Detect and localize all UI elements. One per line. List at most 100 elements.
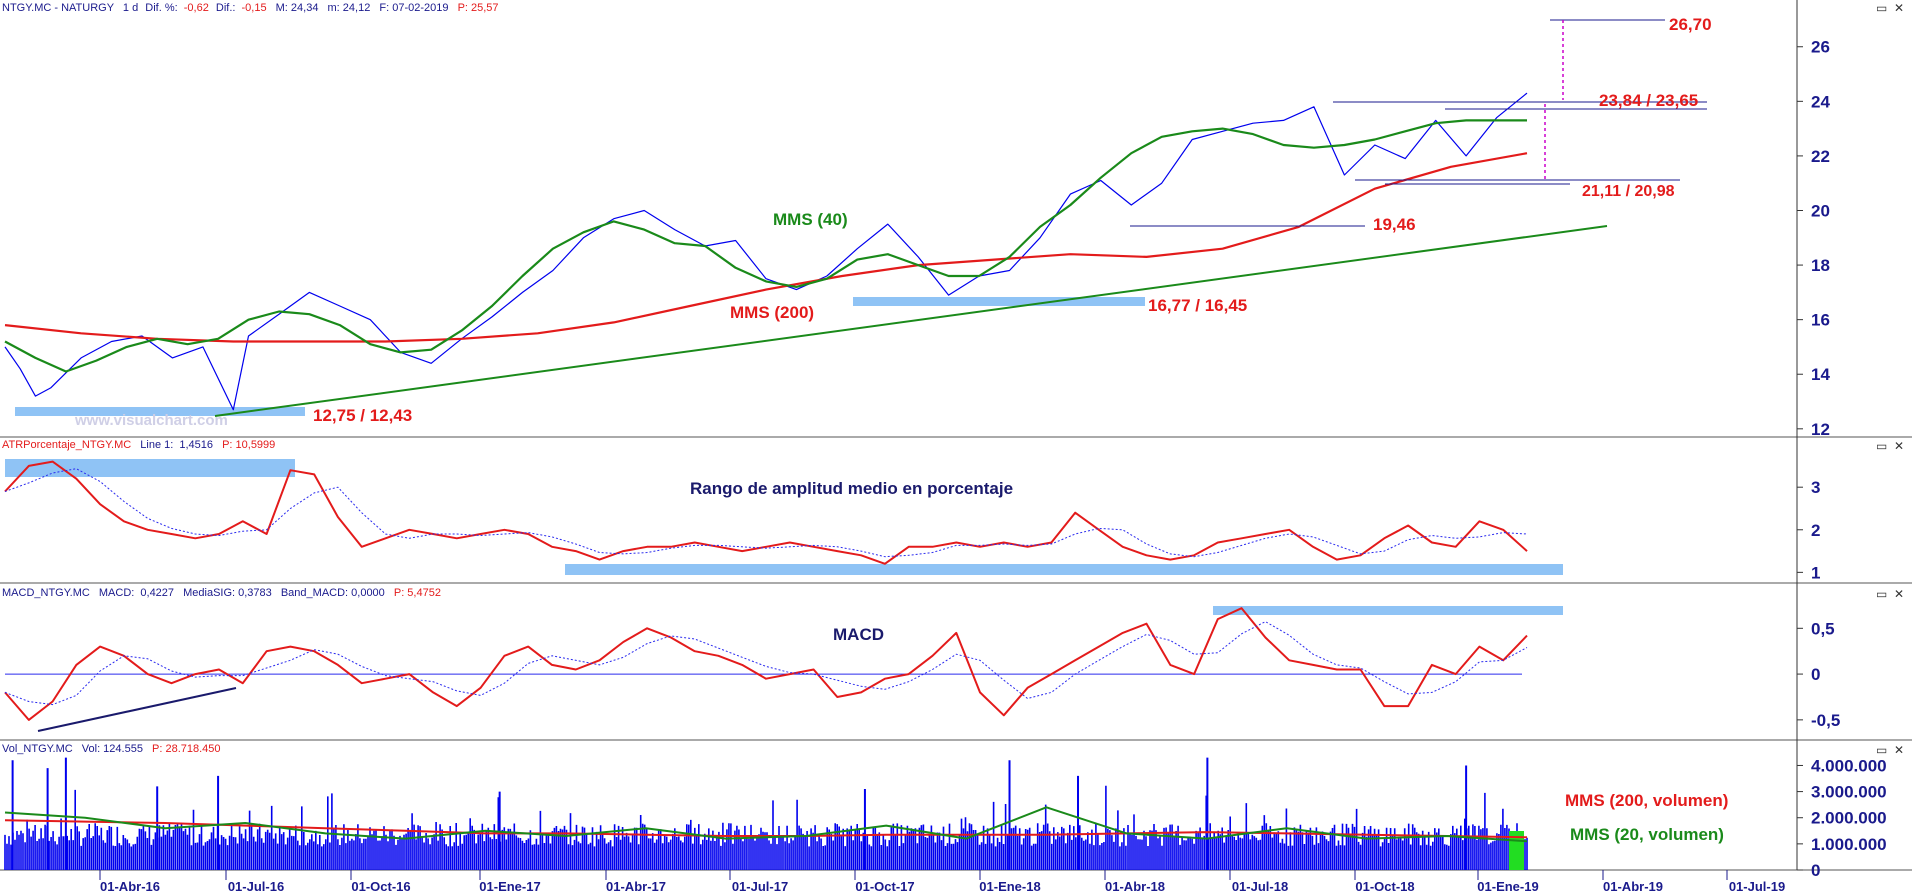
price-panel-header: NTGY.MC - NATURGY 1 d Dif. %: -0,62 Dif.… — [2, 2, 499, 14]
panel-window-buttons: ▭ ✕ ▭ ✕ ▭ ✕ ▭ ✕ — [1876, 1, 1904, 757]
atr-y-tick: 3 — [1811, 478, 1820, 497]
macd-label: MACD: — [99, 587, 134, 599]
macd-p: P: 5,4752 — [394, 587, 441, 599]
price-y-tick: 26 — [1811, 38, 1830, 57]
volume-name: Vol_NTGY.MC — [2, 743, 73, 755]
price-diff-label: Dif.: — [216, 2, 236, 14]
price-symbol: NTGY.MC - NATURGY — [2, 2, 115, 14]
vol-ma200-label: MMS (200, volumen) — [1565, 791, 1728, 810]
atr-y-tick: 1 — [1811, 563, 1820, 582]
atr-p: P: 10,5999 — [222, 439, 275, 451]
atr-title: Rango de amplitud medio en porcentaje — [690, 479, 1013, 498]
support-band — [853, 297, 1145, 306]
price-max: M: 24,34 — [276, 2, 319, 14]
price-p: P: 25,57 — [458, 2, 499, 14]
x-tick-label: 01-Abr-16 — [100, 879, 160, 892]
volume-panel-header: Vol_NTGY.MC Vol: 124.555 P: 28.718.450 — [2, 743, 221, 755]
volume-bar — [4, 785, 1528, 870]
vol-ma20-label: MMS (20, volumen) — [1570, 825, 1724, 844]
close-icon: ✕ — [1894, 439, 1904, 453]
mms40-line — [4, 119, 1527, 373]
long-trendline — [214, 225, 1608, 417]
volume-y-tick: 3.000.000 — [1811, 783, 1887, 802]
x-tick-label: 01-Ene-18 — [979, 879, 1040, 892]
volume-value: Vol: 124.555 — [82, 743, 143, 755]
level-label: 21,11 / 20,98 — [1582, 183, 1675, 200]
price-levels: 26,70 23,84 / 23,65 21,11 / 20,98 19,46 16,7… — [313, 15, 1712, 425]
x-tick-label: 01-Jul-16 — [228, 879, 284, 892]
close-icon: ✕ — [1894, 587, 1904, 601]
macd-line — [4, 607, 1528, 721]
x-tick-label: 01-Ene-17 — [479, 879, 540, 892]
x-tick-label: 01-Jul-18 — [1232, 879, 1288, 892]
price-y-tick: 24 — [1811, 92, 1830, 111]
vol-ma20-line — [4, 806, 1528, 843]
price-y-tick: 20 — [1811, 201, 1830, 220]
level-label: 26,70 — [1669, 15, 1712, 34]
close-icon: ✕ — [1894, 743, 1904, 757]
x-tick-label: 01-Jul-17 — [732, 879, 788, 892]
mms40-label: MMS (40) — [773, 210, 848, 229]
volume-y-axis: 4.000.000 3.000.000 2.000.000 1.000.000 0 — [1797, 756, 1887, 880]
price-trendlines — [214, 225, 1608, 417]
x-tick-label: 01-Oct-18 — [1355, 879, 1414, 892]
atr-panel-header: ATRPorcentaje_NTGY.MC Line 1: 1,4516 P: … — [2, 439, 275, 451]
price-y-tick: 14 — [1811, 365, 1830, 384]
x-tick-label: 01-Oct-17 — [855, 879, 914, 892]
level-label: 23,84 / 23,65 — [1599, 91, 1698, 110]
price-timeframe: 1 d — [123, 2, 138, 14]
price-min: m: 24,12 — [328, 2, 371, 14]
x-tick-label: 01-Oct-16 — [351, 879, 410, 892]
macd-sig: MediaSIG: 0,3783 — [183, 587, 272, 599]
macd-name: MACD_NTGY.MC — [2, 587, 90, 599]
price-diff: -0,15 — [242, 2, 267, 14]
atr-line-value: 1,4516 — [179, 439, 213, 451]
price-header-bar — [0, 0, 1912, 14]
atr-band — [565, 564, 1563, 575]
volume-y-tick: 0 — [1811, 861, 1820, 880]
price-series — [4, 92, 1528, 411]
x-tick-label: 01-Abr-19 — [1603, 879, 1663, 892]
level-label: 12,75 / 12,43 — [313, 406, 412, 425]
x-tick-label: 01-Abr-17 — [606, 879, 666, 892]
volume-ma-series — [4, 806, 1528, 843]
atr-y-axis: 3 2 1 — [1797, 478, 1820, 582]
volume-y-tick: 1.000.000 — [1811, 835, 1887, 854]
price-y-tick: 22 — [1811, 147, 1830, 166]
price-date: F: 07-02-2019 — [379, 2, 448, 14]
level-label: 19,46 — [1373, 215, 1416, 234]
support-band — [15, 407, 305, 416]
close-icon: ✕ — [1894, 1, 1904, 15]
macd-band — [1213, 606, 1563, 615]
macd-y-tick: 0 — [1811, 665, 1820, 684]
price-y-tick: 12 — [1811, 420, 1830, 439]
price-support-bands — [15, 297, 1145, 416]
price-line — [4, 92, 1528, 411]
macd-y-tick: 0,5 — [1811, 619, 1835, 638]
x-tick-label: 01-Abr-18 — [1105, 879, 1165, 892]
atr-bands — [5, 459, 1563, 575]
volume-y-tick: 4.000.000 — [1811, 756, 1887, 775]
macd-series — [4, 607, 1528, 721]
atr-line-label: Line 1: — [140, 439, 173, 451]
atr-y-tick: 2 — [1811, 521, 1820, 540]
panel-frames — [0, 0, 1912, 871]
level-label: 16,77 / 16,45 — [1148, 296, 1247, 315]
x-axis: 01-Abr-16 01-Jul-16 01-Oct-16 01-Ene-17 01-A… — [99, 870, 1785, 892]
macd-band — [5, 606, 1563, 732]
volume-bars — [4, 757, 1528, 870]
macd-trendline — [37, 687, 237, 732]
price-y-tick: 16 — [1811, 311, 1830, 330]
price-diffpct-label: Dif. %: — [145, 2, 177, 14]
watermark: www.visualchart.com — [74, 412, 228, 429]
vol-ma200-line — [4, 819, 1528, 839]
restore-icon: ▭ — [1876, 743, 1887, 757]
mms200-line — [4, 152, 1528, 343]
atr-signal-line — [4, 468, 1528, 558]
x-tick-label: 01-Jul-19 — [1729, 879, 1785, 892]
atr-band — [5, 459, 295, 477]
price-y-tick: 18 — [1811, 256, 1830, 275]
restore-icon: ▭ — [1876, 1, 1887, 15]
volume-p: P: 28.718.450 — [152, 743, 221, 755]
